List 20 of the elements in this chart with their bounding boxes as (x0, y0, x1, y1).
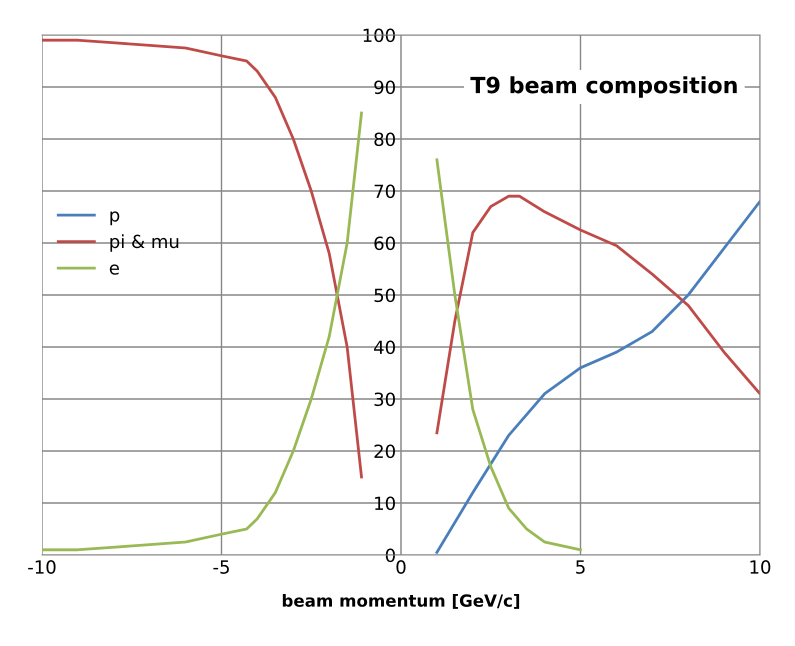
y-tick-label: 20 (374, 444, 395, 458)
x-tick-label: -10 (28, 560, 56, 574)
y-tick-label: 10 (375, 496, 395, 510)
legend-label: e (110, 264, 119, 275)
legend-label: p (110, 211, 120, 226)
y-tick-label: 60 (374, 236, 395, 250)
y-tick-label: 70 (374, 184, 395, 198)
x-axis-title: beam momentum [GeV/c] (282, 594, 520, 609)
x-tick-label: 0 (396, 560, 406, 574)
line-series (436, 200, 760, 554)
y-tick-label: 30 (374, 392, 395, 406)
y-tick-label: 90 (374, 80, 395, 94)
y-tick-label: 40 (374, 340, 395, 354)
legend-label: pi & mu (110, 234, 178, 252)
x-tick-label: -5 (213, 560, 229, 574)
y-tick-label: 50 (374, 288, 395, 302)
y-tick-label: 80 (374, 132, 395, 146)
text: T9 beam composition (470, 76, 737, 98)
x-tick-label: 5 (576, 560, 585, 574)
x-tick-label: 10 (750, 560, 770, 574)
